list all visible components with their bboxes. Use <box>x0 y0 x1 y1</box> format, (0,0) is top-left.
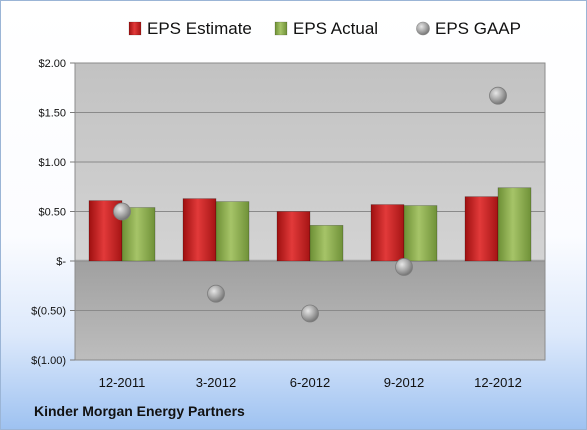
x-tick-label: 12-2011 <box>99 375 146 390</box>
bar-eps-actual <box>497 187 532 262</box>
point-eps-gaap <box>301 304 319 323</box>
point-eps-gaap <box>489 86 507 105</box>
x-tick-label: 3-2012 <box>196 375 236 390</box>
legend-label-eps-gaap: EPS GAAP <box>435 19 521 38</box>
company-name: Kinder Morgan Energy Partners <box>34 403 245 419</box>
y-tick-label: $(1.00) <box>31 355 66 367</box>
bar-eps-estimate <box>276 211 311 262</box>
bar-eps-actual <box>403 205 438 262</box>
x-tick-label: 12-2012 <box>474 375 522 390</box>
bar-eps-estimate <box>182 198 217 262</box>
legend-label-eps-actual: EPS Actual <box>293 19 378 38</box>
legend-swatch-eps-actual <box>274 21 288 36</box>
bar-eps-actual <box>309 225 344 262</box>
x-axis: 12-2011 3-2012 6-2012 9-2012 12-2012 <box>99 375 522 390</box>
legend-swatch-eps-gaap <box>416 21 430 36</box>
y-axis: $2.00 $1.50 $1.00 $0.50 $- $(0.50) $(1.00) <box>31 58 75 367</box>
point-eps-gaap <box>207 284 225 303</box>
bar-eps-actual <box>215 201 250 262</box>
y-tick-label: $(0.50) <box>31 306 66 318</box>
point-eps-gaap <box>395 258 413 276</box>
gaap-points <box>113 86 507 323</box>
y-tick-label: $0.50 <box>38 207 66 219</box>
y-tick-label: $- <box>56 256 66 268</box>
bar-eps-estimate <box>370 204 405 262</box>
y-tick-label: $2.00 <box>38 58 66 70</box>
x-tick-label: 6-2012 <box>290 375 330 390</box>
bar-eps-estimate <box>464 196 499 262</box>
point-eps-gaap <box>113 202 131 221</box>
legend-label-eps-estimate: EPS Estimate <box>147 19 252 38</box>
x-tick-label: 9-2012 <box>384 375 424 390</box>
legend-swatch-eps-estimate <box>128 21 142 36</box>
y-tick-label: $1.00 <box>38 157 66 169</box>
y-tick-label: $1.50 <box>38 108 66 120</box>
legend: EPS Estimate EPS Actual EPS GAAP <box>128 19 521 38</box>
